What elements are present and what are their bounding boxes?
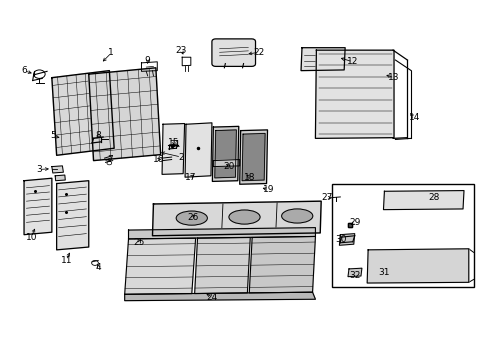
Polygon shape [249, 237, 315, 293]
Text: 27: 27 [321, 193, 332, 202]
Text: 13: 13 [387, 73, 399, 82]
Polygon shape [239, 130, 267, 184]
Text: 24: 24 [206, 293, 218, 302]
Text: 20: 20 [223, 162, 234, 171]
Bar [331, 184, 472, 287]
Polygon shape [52, 71, 114, 155]
Ellipse shape [281, 209, 312, 223]
Polygon shape [214, 130, 236, 178]
Polygon shape [124, 238, 195, 294]
Polygon shape [89, 68, 160, 161]
Text: 23: 23 [175, 46, 186, 55]
Polygon shape [184, 123, 211, 177]
Polygon shape [24, 178, 52, 235]
Ellipse shape [176, 211, 207, 225]
Polygon shape [194, 238, 250, 294]
Text: 18: 18 [243, 173, 255, 182]
Polygon shape [301, 48, 345, 71]
Polygon shape [162, 123, 184, 174]
Text: 11: 11 [61, 256, 72, 265]
Text: 1: 1 [108, 49, 114, 58]
Text: 30: 30 [335, 235, 346, 244]
Polygon shape [242, 134, 264, 181]
Polygon shape [152, 201, 321, 236]
Text: 2: 2 [178, 153, 183, 162]
Polygon shape [55, 175, 65, 181]
Text: 14: 14 [408, 113, 420, 122]
Text: 5: 5 [50, 131, 56, 140]
Text: 29: 29 [348, 218, 360, 227]
Text: 3: 3 [37, 165, 42, 174]
Polygon shape [315, 50, 393, 138]
FancyBboxPatch shape [211, 39, 255, 66]
Polygon shape [57, 181, 89, 250]
Text: 7: 7 [107, 155, 113, 164]
Polygon shape [347, 268, 361, 277]
Text: 26: 26 [187, 212, 198, 221]
Text: 16: 16 [152, 155, 163, 164]
Polygon shape [339, 234, 354, 245]
Text: 15: 15 [168, 139, 180, 148]
Text: 19: 19 [262, 185, 274, 194]
Text: 28: 28 [427, 193, 439, 202]
Text: 8: 8 [95, 131, 101, 140]
Text: 6: 6 [21, 66, 27, 75]
Text: 10: 10 [25, 233, 37, 242]
Polygon shape [366, 249, 468, 283]
Text: 31: 31 [378, 268, 389, 277]
Text: 25: 25 [133, 238, 144, 247]
Polygon shape [213, 159, 239, 167]
Polygon shape [124, 292, 315, 301]
Polygon shape [128, 228, 315, 239]
Text: 17: 17 [184, 173, 196, 182]
Polygon shape [52, 166, 63, 173]
Text: 12: 12 [346, 57, 358, 66]
Text: 4: 4 [96, 263, 102, 272]
Ellipse shape [228, 210, 260, 224]
Polygon shape [383, 190, 463, 210]
Text: 21: 21 [169, 140, 181, 149]
Polygon shape [212, 126, 238, 181]
Text: 9: 9 [144, 55, 150, 64]
Text: 32: 32 [348, 271, 360, 280]
Text: 22: 22 [253, 48, 264, 57]
